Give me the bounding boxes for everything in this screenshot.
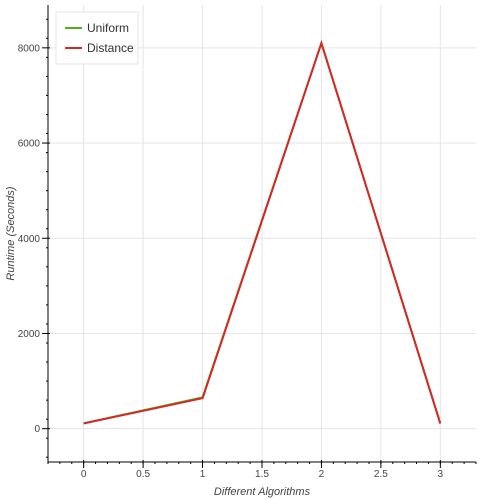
x-tick-label: 2	[319, 469, 325, 480]
x-tick-label: 3	[438, 469, 444, 480]
y-tick-label: 0	[34, 424, 40, 435]
y-tick-label: 6000	[18, 139, 41, 150]
x-axis-label: Different Algorithms	[214, 486, 311, 498]
grid	[48, 5, 476, 462]
legend-label-distance: Distance	[87, 41, 134, 55]
legend-label-uniform: Uniform	[87, 21, 129, 35]
series-line-distance	[83, 39, 442, 425]
y-axis-label: Runtime (Seconds)	[5, 186, 17, 280]
series-layer	[83, 39, 442, 425]
x-tick-label: 0	[81, 469, 87, 480]
x-tick-label: 1	[200, 469, 206, 480]
axes: 0 0.5 1 1.5 2 2.5 3 0 2000 4000 6000 8000	[18, 5, 477, 480]
x-tick-label: 0.5	[136, 469, 150, 480]
y-tick-label: 2000	[18, 329, 41, 340]
x-tick-label: 1.5	[255, 469, 269, 480]
x-tick-label: 2.5	[374, 469, 388, 480]
legend: Uniform Distance	[55, 11, 139, 65]
y-tick-label: 8000	[18, 43, 41, 54]
legend-box	[55, 11, 139, 65]
y-tick-label: 4000	[18, 234, 41, 245]
